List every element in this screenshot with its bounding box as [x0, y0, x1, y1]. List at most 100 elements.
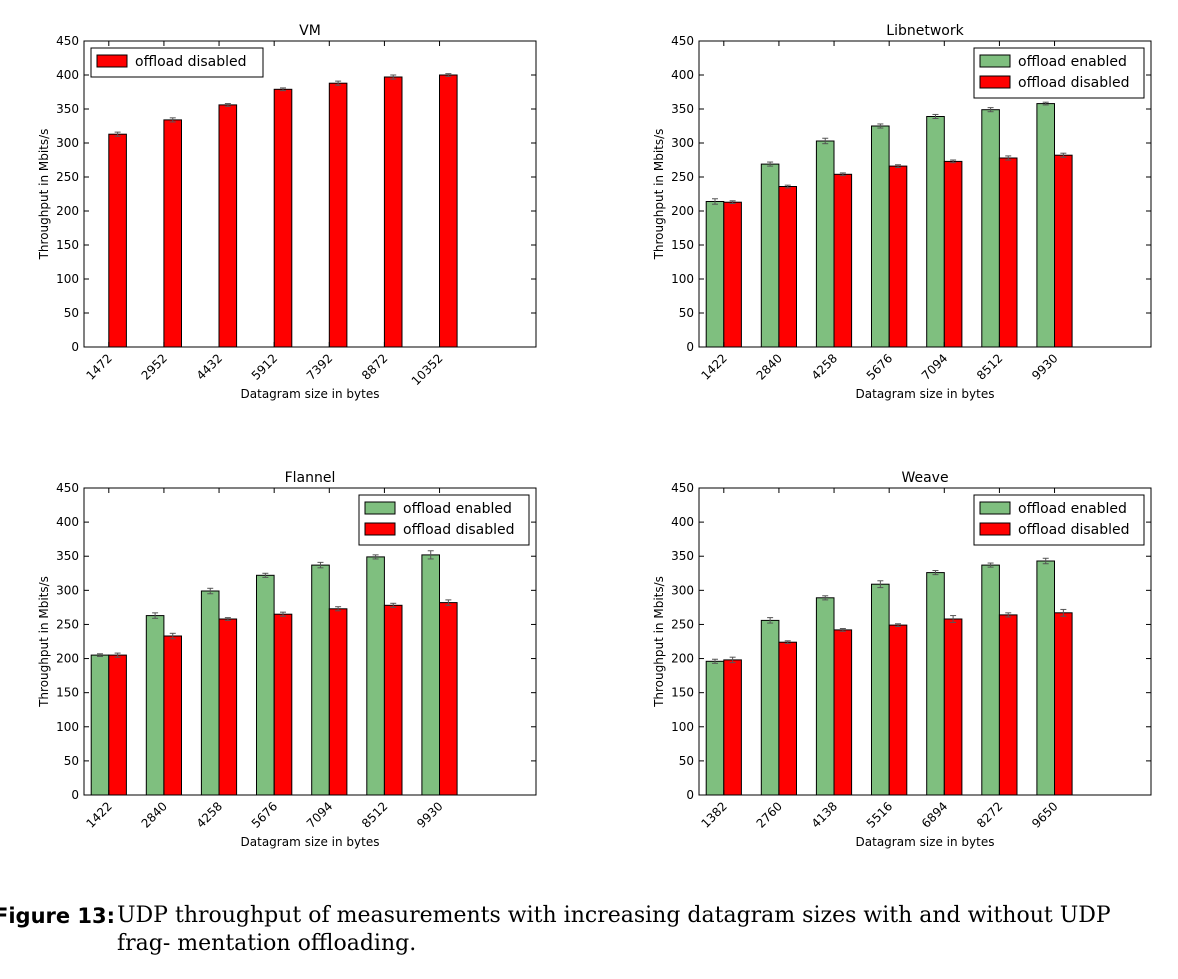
- bar-offload-enabled-6894: [926, 572, 945, 796]
- legend-label: offload disabled: [1018, 522, 1130, 538]
- bar-offload-disabled-7094: [328, 608, 348, 796]
- bar-offload-disabled-8512: [383, 604, 403, 796]
- y-tick-label: 100: [671, 720, 694, 734]
- error-bar: [96, 653, 103, 658]
- x-tick-label: 8272: [974, 799, 1005, 830]
- legend-label: offload enabled: [1018, 54, 1127, 70]
- y-tick-label: 300: [671, 583, 694, 597]
- error-bar: [390, 602, 397, 608]
- error-bar: [114, 131, 121, 137]
- error-bar: [767, 161, 774, 167]
- error-bar: [207, 587, 214, 595]
- error-bar: [427, 550, 434, 560]
- legend-label: offload disabled: [1018, 75, 1130, 91]
- bar-offload-enabled-8512: [366, 556, 385, 796]
- legend-swatch: [96, 54, 128, 68]
- y-axis-label: Throughput in Mbits/s: [652, 576, 666, 708]
- x-tick-label: 8872: [359, 351, 390, 382]
- legend-swatch: [364, 522, 396, 536]
- error-bar: [784, 184, 791, 189]
- figure-caption-text: UDP throughput of measurements with incr…: [117, 903, 1111, 956]
- bar-offload-disabled-7392: [328, 82, 348, 348]
- x-tick-label: 7094: [919, 351, 950, 382]
- y-tick-label: 200: [671, 652, 694, 666]
- y-tick-label: 350: [671, 102, 694, 116]
- y-axis-label: Throughput in Mbits/s: [652, 129, 666, 261]
- bar-offload-disabled-9930: [439, 602, 458, 796]
- error-bar: [932, 113, 939, 120]
- bar-offload-disabled-8512: [998, 157, 1018, 348]
- error-bar: [894, 164, 901, 168]
- x-tick-label: 2840: [139, 799, 170, 830]
- bar-offload-enabled-2760: [760, 619, 780, 796]
- legend-label: offload disabled: [135, 54, 247, 70]
- chart-title: Weave: [901, 470, 948, 486]
- bar-offload-enabled-1422: [705, 201, 725, 348]
- y-tick-label: 300: [56, 136, 79, 150]
- error-bar: [711, 198, 718, 205]
- bar-offload-disabled-5912: [273, 88, 293, 348]
- x-tick-label: 4258: [194, 799, 225, 830]
- legend-swatch: [979, 75, 1011, 89]
- y-tick-label: 450: [56, 34, 79, 48]
- y-tick-label: 0: [686, 788, 694, 802]
- error-bar: [1060, 152, 1067, 158]
- x-tick-label: 7392: [304, 351, 335, 382]
- error-bar: [932, 570, 939, 576]
- legend-swatch: [979, 501, 1011, 515]
- y-tick-label: 200: [56, 204, 79, 218]
- y-axis-label: Throughput in Mbits/s: [37, 576, 51, 708]
- bar-offload-disabled-4138: [833, 629, 853, 796]
- legend-label: offload enabled: [403, 501, 512, 517]
- bar-offload-disabled-2840: [778, 186, 798, 348]
- bar-offload-enabled-4258: [815, 140, 835, 348]
- legend-label: offload disabled: [403, 522, 515, 538]
- error-bar: [950, 615, 957, 623]
- bar-offload-disabled-1382: [723, 659, 742, 796]
- bar-offload-disabled-5516: [888, 624, 908, 796]
- chart-title: VM: [299, 23, 321, 39]
- error-bar: [1060, 608, 1067, 617]
- bar-offload-disabled-1422: [723, 201, 742, 348]
- bar-offload-disabled-2760: [778, 641, 798, 796]
- y-tick-label: 50: [679, 306, 694, 320]
- x-axis-label: Datagram size in bytes: [856, 387, 995, 401]
- legend: offload enabled offload disabled: [358, 494, 530, 546]
- bar-offload-enabled-4258: [200, 590, 220, 796]
- bar-offload-enabled-9650: [1036, 560, 1056, 796]
- x-tick-label: 2840: [754, 351, 785, 382]
- y-tick-label: 350: [671, 549, 694, 563]
- bar-offload-enabled-7094: [311, 564, 330, 796]
- x-tick-label: 8512: [974, 351, 1005, 382]
- bar-offload-enabled-4138: [815, 597, 835, 796]
- error-bar: [894, 623, 901, 627]
- chart-panel-3: 0 50 100 150 200 250 300 350 400 450 1382 2760 4138 5…: [652, 470, 1152, 849]
- bar-offload-disabled-8272: [998, 614, 1018, 796]
- y-tick-label: 200: [56, 652, 79, 666]
- error-bar: [1042, 101, 1049, 106]
- error-bar: [711, 658, 718, 664]
- error-bar: [317, 561, 324, 569]
- plot-frame: [698, 487, 1152, 796]
- legend: offload enabled offload disabled: [973, 47, 1145, 99]
- y-tick-label: 50: [64, 754, 79, 768]
- chart-panel-0: 0 50 100 150 200 250 300 350 400 450 1472 2952 4432 5…: [37, 23, 537, 401]
- error-bar: [262, 572, 269, 578]
- error-bar: [767, 617, 774, 624]
- x-tick-label: 8512: [359, 799, 390, 830]
- error-bar: [335, 80, 342, 86]
- error-bar: [1042, 557, 1049, 565]
- x-tick-label: 4138: [809, 799, 840, 830]
- y-tick-label: 400: [56, 515, 79, 529]
- y-tick-label: 0: [71, 788, 79, 802]
- legend-swatch: [979, 54, 1011, 68]
- error-bar: [950, 159, 957, 164]
- bar-offload-enabled-1422: [90, 654, 110, 796]
- y-tick-label: 300: [56, 583, 79, 597]
- bar-offload-disabled-1422: [108, 654, 127, 796]
- y-tick-label: 400: [56, 68, 79, 82]
- error-bar: [1005, 612, 1012, 618]
- bar-offload-disabled-8872: [383, 76, 403, 348]
- y-tick-label: 0: [686, 340, 694, 354]
- error-bar: [445, 73, 452, 77]
